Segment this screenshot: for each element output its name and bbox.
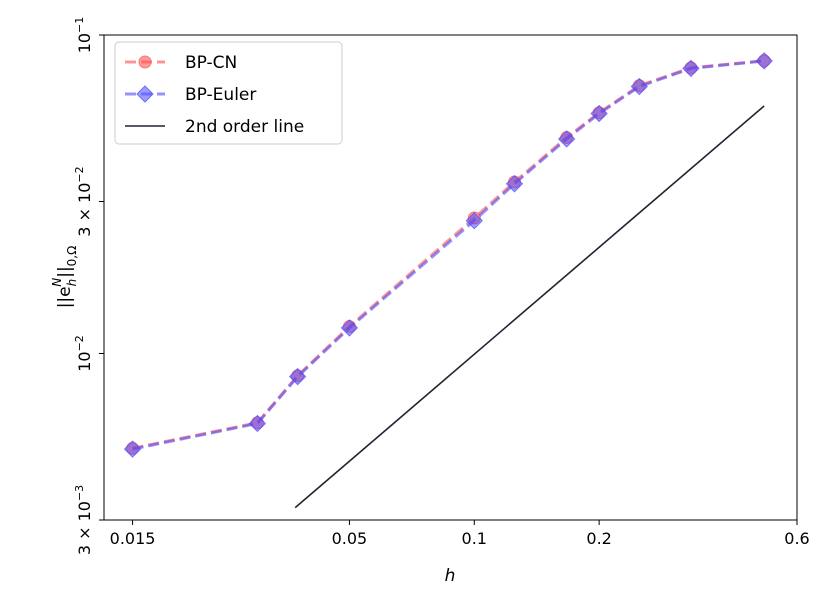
x-tick-label: 0.2	[586, 529, 611, 548]
legend-marker	[138, 55, 152, 69]
y-tick-label: 3 × 10−3	[73, 485, 94, 555]
x-axis-label: h	[445, 566, 456, 586]
series-line	[132, 59, 765, 451]
series-2nd-order-line	[294, 105, 765, 509]
data-point	[465, 211, 483, 230]
data-point	[505, 175, 524, 193]
x-tick-label: 0.05	[332, 529, 368, 548]
y-axis-label: ||ehN||0,Ω	[50, 246, 79, 309]
series-line	[294, 105, 765, 509]
data-point	[630, 77, 649, 96]
legend-frame	[114, 41, 343, 145]
x-tick-label: 0.1	[462, 529, 487, 548]
y-tick-label: 10−1	[73, 17, 94, 54]
data-point	[288, 367, 307, 386]
plot-frame	[103, 34, 798, 521]
data-point	[123, 440, 142, 458]
data-point	[557, 130, 576, 148]
series-bp-euler	[123, 52, 773, 458]
legend-label: 2nd order line	[185, 117, 304, 137]
data-point	[340, 319, 359, 337]
legend-item-bp-cn: BP-CN	[125, 53, 237, 73]
y-tick-label: 10−2	[73, 335, 94, 372]
data-point	[590, 104, 608, 123]
data-point	[248, 414, 267, 433]
data-point	[682, 59, 700, 78]
legend: BP-CN BP-Euler 2nd order line	[114, 41, 343, 145]
x-tick-label: 0.015	[110, 529, 156, 548]
x-tick-label: 0.6	[784, 529, 809, 548]
legend-item-bp-euler: BP-Euler	[125, 85, 256, 105]
legend-item-2nd-order-line: 2nd order line	[125, 117, 304, 137]
legend-label: BP-CN	[185, 53, 237, 73]
y-tick-label: 3 × 10−2	[73, 166, 94, 236]
data-point	[755, 52, 773, 70]
legend-label: BP-Euler	[185, 85, 256, 105]
legend-marker	[136, 85, 154, 103]
